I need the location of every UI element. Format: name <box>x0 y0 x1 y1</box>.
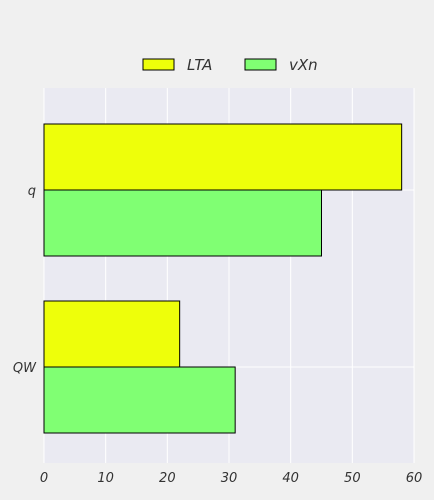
x-tick-label: 50 <box>344 471 361 486</box>
x-tick-label: 30 <box>221 471 238 486</box>
x-tick-label: 40 <box>282 471 299 486</box>
x-tick-label: 10 <box>97 471 114 486</box>
bar-vXn-q <box>43 189 322 257</box>
bars <box>43 123 403 434</box>
legend: LTA vXn <box>142 56 318 74</box>
x-tick-label: 0 <box>40 471 48 486</box>
axes: 0 10 20 30 40 50 60 q QW <box>13 184 422 486</box>
bar-LTA-QW <box>43 300 181 368</box>
legend-label-vXn: vXn <box>289 56 318 74</box>
legend-swatch-LTA <box>142 58 175 71</box>
legend-swatch-vXn <box>244 58 277 71</box>
bar-LTA-q <box>43 123 403 191</box>
y-tick-label: q <box>28 184 36 199</box>
x-tick-label: 60 <box>406 471 423 486</box>
legend-label-LTA: LTA <box>187 56 212 74</box>
x-tick-label: 20 <box>159 471 176 486</box>
bar-vXn-QW <box>43 366 236 434</box>
y-tick-label: QW <box>13 361 37 376</box>
